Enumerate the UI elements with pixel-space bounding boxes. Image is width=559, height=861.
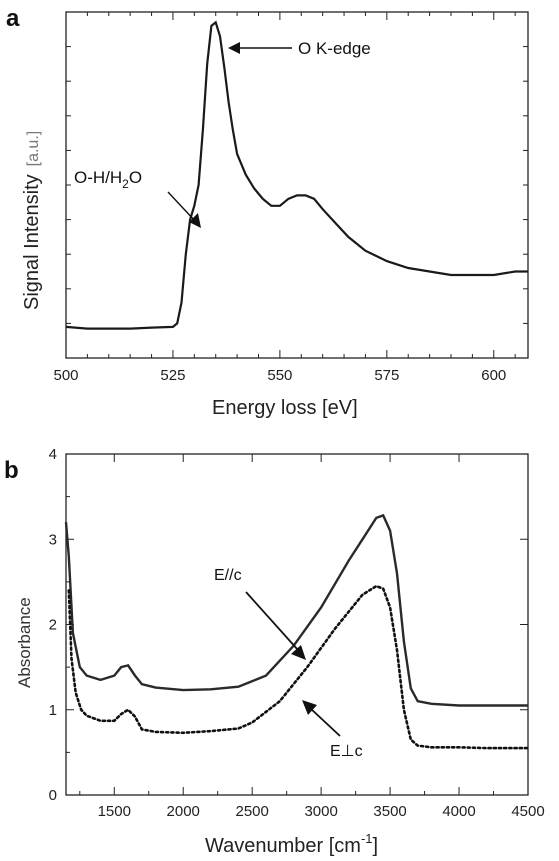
- panel-b-x-tick-label: 3500: [373, 803, 406, 820]
- panel-b-x-tick-label: 1500: [98, 803, 131, 820]
- annotation-e-perp-c-arrow: [309, 707, 341, 737]
- annotation-oh-h2o-post: O: [129, 168, 142, 187]
- panel-a-y-axis-label-main: Signal Intensity: [21, 174, 43, 310]
- annotation-oh-h2o: O-H/H2O: [74, 168, 142, 191]
- panel-a-x-tick-label: 575: [374, 367, 399, 384]
- panel-b-y-axis-label: Absorbance: [15, 597, 34, 688]
- panel-b-x-tick-label: 4000: [442, 803, 475, 820]
- panel-a-ticks: [65, 12, 528, 358]
- annotation-e-perp-c-arrowhead: [302, 700, 317, 715]
- annotation-oh-h2o-arrow: [167, 191, 197, 223]
- annotation-o-k-edge: O K-edge: [298, 39, 371, 58]
- panel-b-x-tick-label: 4500: [511, 803, 544, 820]
- panel-b-x-axis-label: Wavenumber [cm-1]: [205, 831, 378, 857]
- panel-b-x-tick-label: 3000: [304, 803, 337, 820]
- panel-a-y-axis-label-unit: [a.u.]: [25, 131, 42, 167]
- panel-b-x-tick-labels: 1500 2000 2500 3000 3500 4000 4500: [98, 803, 545, 820]
- panel-b-y-tick-label: 4: [49, 446, 57, 463]
- panel-b-x-axis-label-sup: -1: [361, 831, 373, 846]
- panel-b-x-axis-label-pre: Wavenumber [cm: [205, 835, 361, 857]
- panel-a-x-tick-labels: 500 525 550 575 600: [53, 367, 506, 384]
- panel-a: a 500 525 550 575 600 Energy loss [eV] Signa…: [6, 5, 529, 419]
- panel-b-y-tick-label: 2: [49, 617, 57, 634]
- panel-b-y-tick-labels: 0 1 2 3 4: [49, 446, 57, 804]
- panel-b: b 1500 2000 2500 3000 3500 4000 4500 0 1 2 3 4 Wav…: [4, 446, 545, 857]
- annotation-oh-h2o-arrowhead: [189, 213, 201, 228]
- panel-a-x-axis-label: Energy loss [eV]: [212, 397, 358, 419]
- panel-b-series-e-perp-c: [67, 584, 530, 750]
- panel-a-spectrum-line: [65, 20, 528, 330]
- panel-b-y-tick-label: 3: [49, 531, 57, 548]
- panel-b-x-axis-label-post: ]: [373, 835, 379, 857]
- panel-a-x-tick-label: 600: [481, 367, 506, 384]
- panel-b-ticks: [66, 453, 529, 796]
- panel-b-y-tick-label: 1: [49, 702, 57, 719]
- panel-a-x-tick-label: 550: [267, 367, 292, 384]
- annotation-oh-h2o-sub: 2: [122, 177, 129, 191]
- panel-b-x-tick-label: 2000: [167, 803, 200, 820]
- annotation-o-k-edge-arrowhead: [228, 42, 240, 54]
- panel-a-x-tick-label: 525: [160, 367, 185, 384]
- panel-a-x-tick-label: 500: [53, 367, 78, 384]
- panel-b-letter: b: [4, 457, 19, 484]
- annotation-e-parallel-c: E//c: [214, 567, 242, 584]
- panel-b-x-tick-label: 2500: [235, 803, 268, 820]
- panel-a-letter: a: [6, 5, 20, 32]
- annotation-oh-h2o-pre: O-H/H: [74, 168, 122, 187]
- panel-b-series-e-parallel-c: [64, 513, 528, 707]
- annotation-e-parallel-c-arrow: [245, 591, 299, 651]
- panel-b-plot-frame: [65, 453, 529, 796]
- annotation-e-perp-c: E⊥c: [330, 743, 363, 760]
- panel-a-y-axis-label: Signal Intensity [a.u.]: [21, 131, 43, 310]
- panel-b-y-tick-label: 0: [49, 787, 57, 804]
- annotation-e-parallel-c-arrowhead: [291, 645, 306, 660]
